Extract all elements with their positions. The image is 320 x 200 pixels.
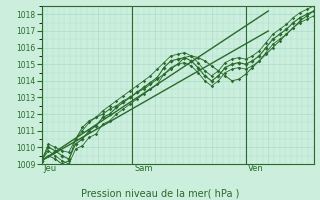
Text: Ven: Ven — [248, 164, 264, 173]
Text: Jeu: Jeu — [44, 164, 57, 173]
Text: Sam: Sam — [134, 164, 153, 173]
Text: Pression niveau de la mer( hPa ): Pression niveau de la mer( hPa ) — [81, 188, 239, 198]
